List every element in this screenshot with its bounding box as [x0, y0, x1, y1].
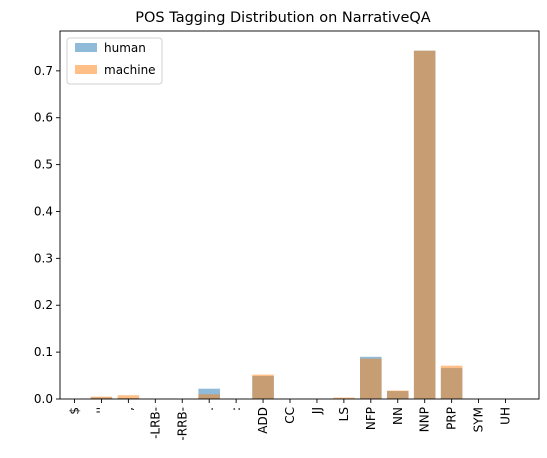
bar-machine-12 — [386, 390, 409, 399]
x-tick-label-nnp: NNP — [418, 407, 432, 432]
x-tick-label-sym: , — [121, 407, 135, 411]
legend-label-human: human — [104, 41, 146, 55]
plot-frame — [59, 30, 540, 400]
y-tick-label-0: 0.0 — [34, 392, 53, 406]
bar-machine-11 — [360, 358, 382, 399]
chart-title: POS Tagging Distribution on NarrativeQA — [135, 10, 431, 26]
x-tick-label-jj: JJ — [310, 407, 324, 415]
x-tick-label-sym: $ — [68, 407, 82, 415]
y-tick-label-5: 0.5 — [34, 158, 53, 172]
y-tick-label-1: 0.1 — [34, 345, 53, 359]
bar-machine-10 — [333, 397, 355, 399]
y-tick-label-3: 0.3 — [34, 251, 53, 265]
x-tick-label-nfp: NFP — [364, 407, 378, 430]
x-tick-label-add: ADD — [256, 407, 270, 434]
x-tick-label-ls: LS — [337, 407, 351, 421]
x-tick-label-sym: '' — [94, 407, 108, 414]
x-tick-label-rrb: -RRB- — [175, 407, 189, 441]
y-axis: 0.0 0.1 0.2 0.3 0.4 0.5 0.6 0.7 — [34, 64, 60, 406]
x-tick-label-cc: CC — [283, 407, 297, 424]
bar-machine-7 — [252, 374, 274, 399]
x-tick-label-sym: : — [229, 407, 243, 411]
x-tick-label-lrb: -LRB- — [148, 407, 162, 439]
x-tick-label-nn: NN — [391, 407, 405, 425]
bars-group — [90, 50, 463, 399]
legend-label-machine: machine — [104, 63, 156, 77]
bar-machine-1 — [90, 396, 113, 399]
bar-machine-2 — [117, 395, 140, 399]
y-tick-label-6: 0.6 — [34, 111, 53, 125]
bar-machine-5 — [198, 394, 220, 399]
legend-swatch-machine — [75, 65, 97, 74]
x-tick-label-sym: SYM — [472, 407, 486, 432]
y-tick-label-4: 0.4 — [34, 204, 53, 218]
legend-swatch-human — [75, 43, 97, 52]
bar-machine-13 — [413, 50, 436, 399]
x-tick-label-uh: UH — [499, 407, 513, 425]
bar-machine-14 — [440, 365, 463, 399]
y-tick-label-7: 0.7 — [34, 64, 53, 78]
x-tick-label-sym: . — [202, 407, 216, 411]
legend: human machine — [66, 37, 163, 85]
y-tick-label-2: 0.2 — [34, 298, 53, 312]
x-tick-label-prp: PRP — [445, 407, 459, 430]
bar-human-5 — [198, 388, 220, 399]
x-axis: $ '', -LRB- -RRB-.: ADD CC JJ LS NFP NN NNP PRP SYM U… — [68, 399, 513, 441]
